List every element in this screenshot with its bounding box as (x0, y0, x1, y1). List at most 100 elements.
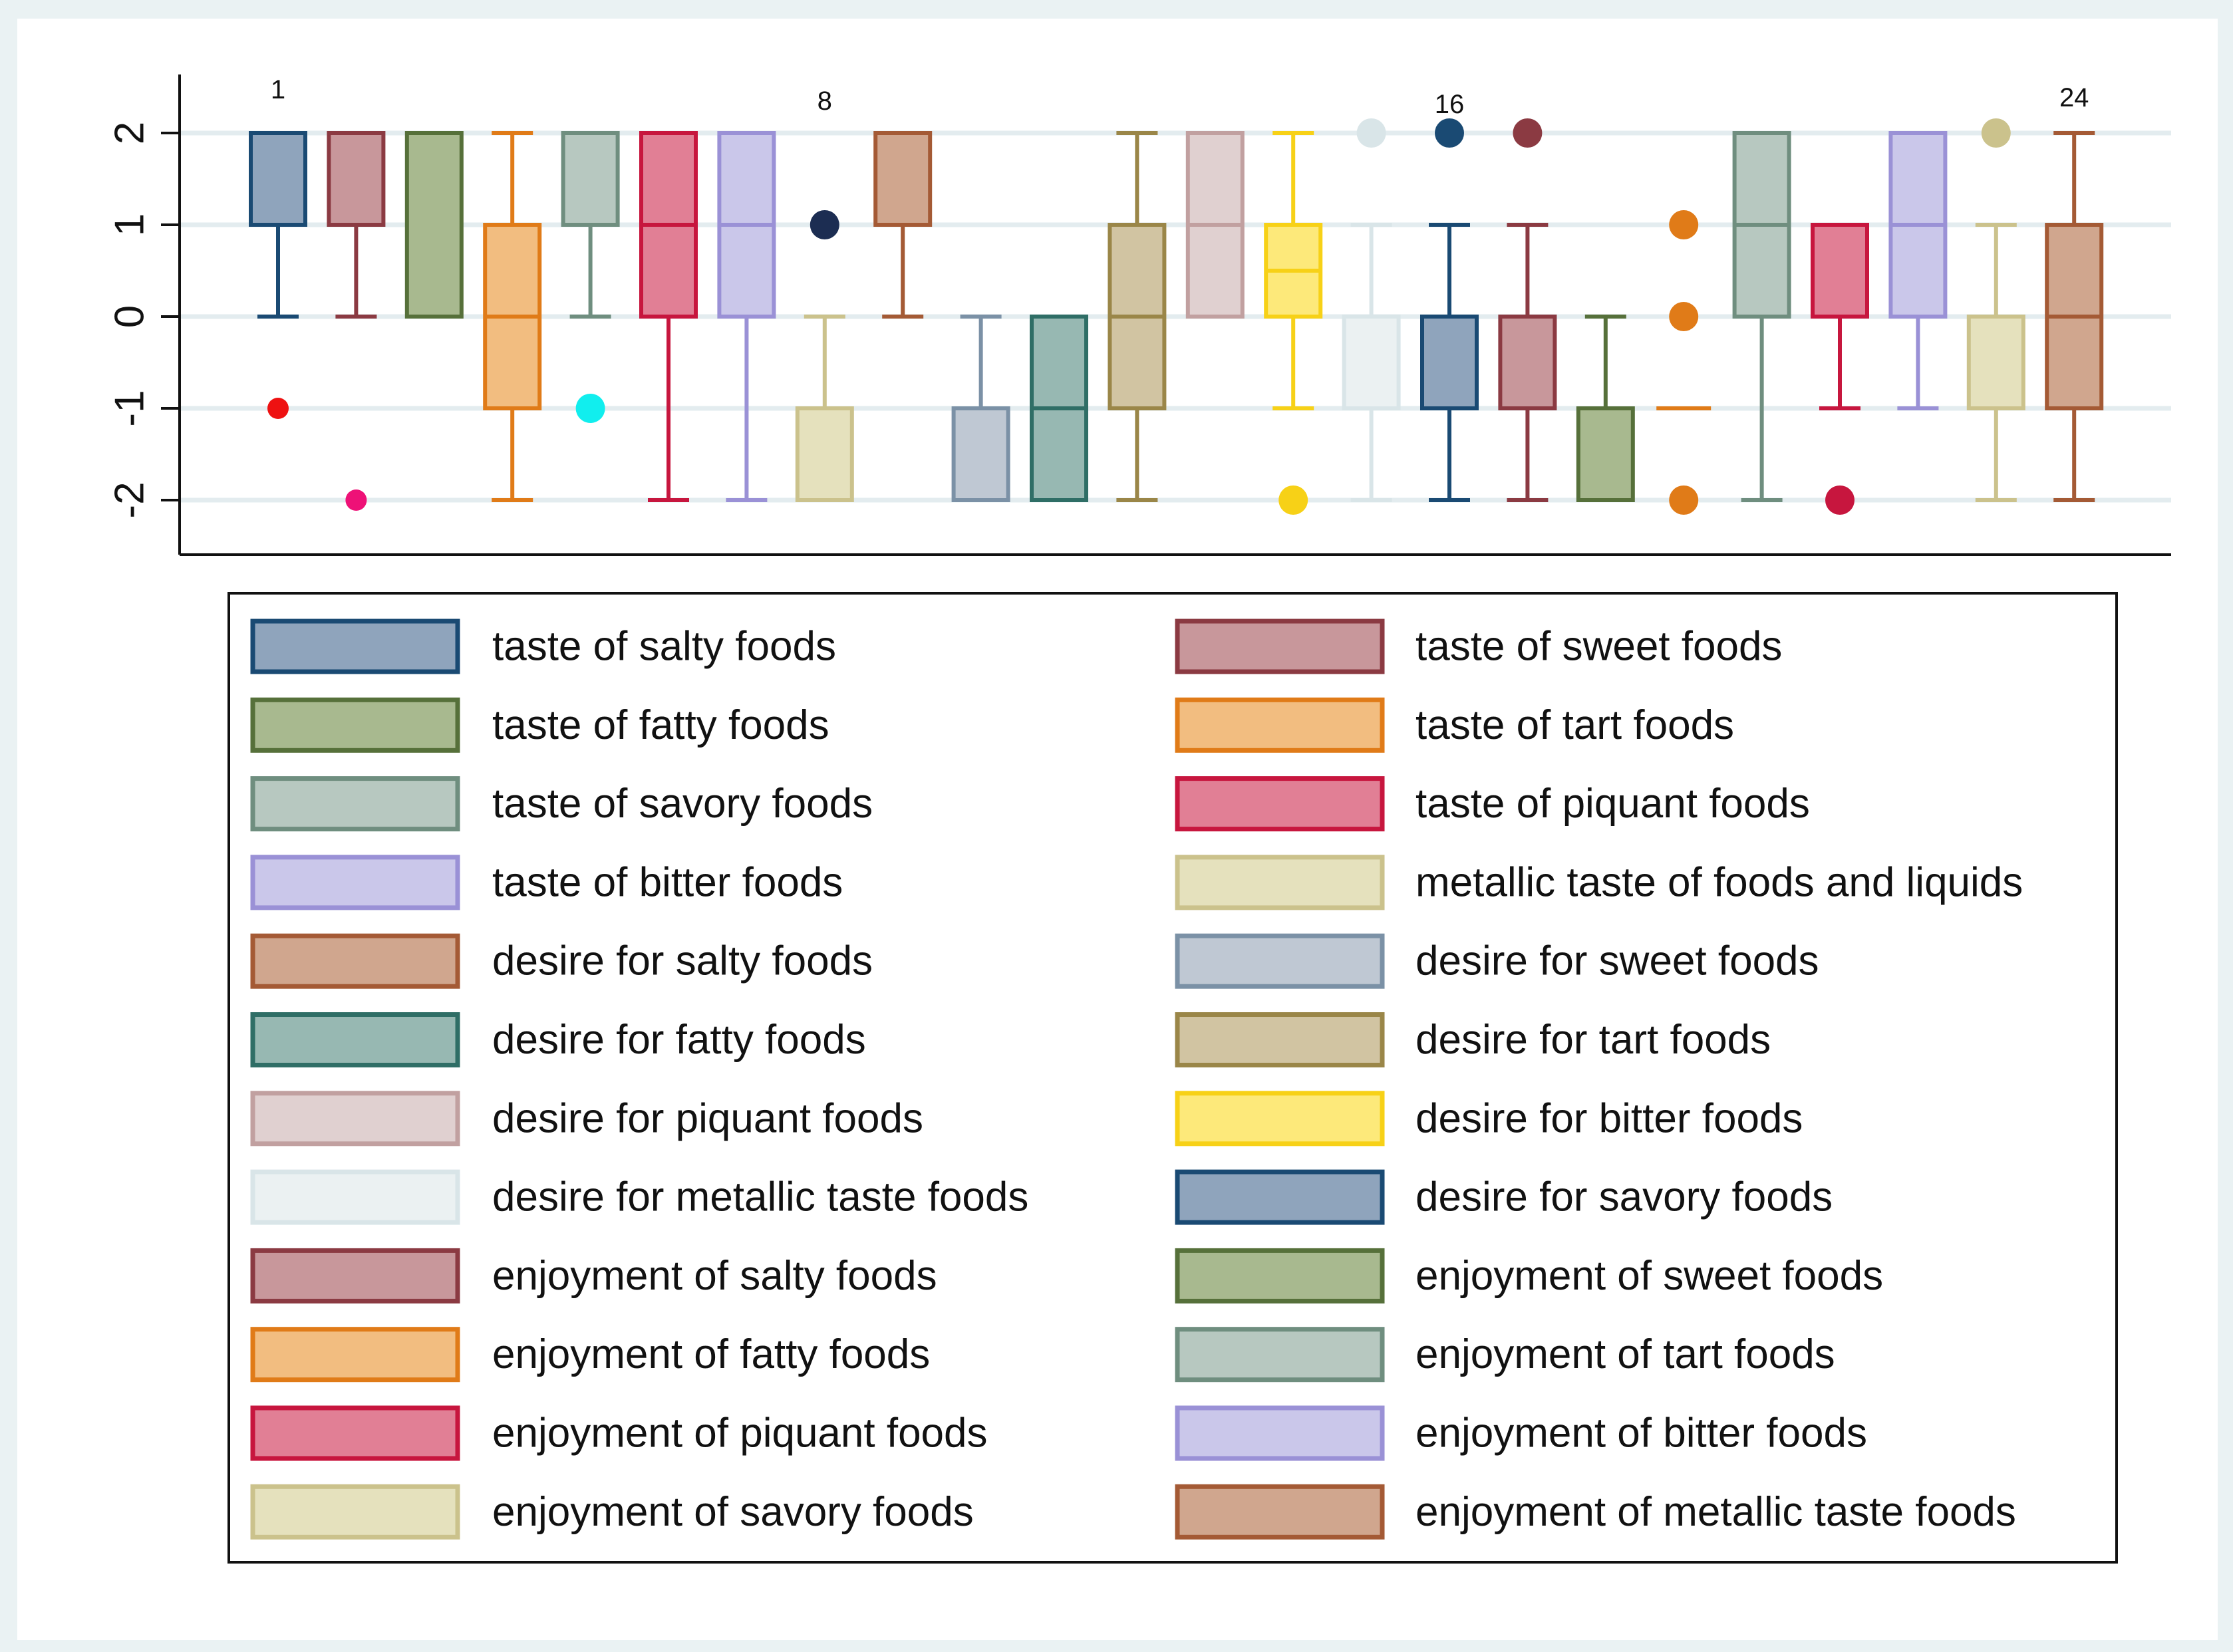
legend-label: taste of sweet foods (1415, 624, 1782, 670)
box-group (795, 210, 854, 502)
outlier-point (267, 398, 289, 419)
legend-swatch (250, 1012, 460, 1067)
y-axis: 2 1 0 -1 -2 (107, 74, 2171, 556)
legend-label: taste of savory foods (492, 781, 873, 827)
legend-label: enjoyment of sweet foods (1415, 1253, 1883, 1299)
legend-swatch (250, 1091, 460, 1147)
legend-label: desire for savory foods (1415, 1174, 1833, 1220)
box (1811, 223, 1869, 319)
legend-swatch (1175, 1405, 1385, 1461)
box (1966, 315, 2025, 410)
legend-swatch (250, 855, 460, 910)
box-group (1732, 131, 1791, 502)
legend-label: enjoyment of savory foods (492, 1489, 974, 1535)
box-group (873, 131, 933, 319)
legend-swatch (1175, 697, 1385, 753)
box-group (1030, 315, 1088, 502)
box-group (951, 315, 1010, 502)
legend: taste of salty foods taste of sweet foods… (227, 592, 2118, 1564)
outlier-point (1278, 485, 1308, 515)
box (795, 406, 854, 502)
legend-swatch (1175, 619, 1385, 674)
box (951, 406, 1010, 502)
legend-swatch (250, 933, 460, 989)
legend-label: desire for metallic taste foods (492, 1174, 1028, 1220)
box-group (1966, 118, 2025, 502)
outlier-point (1669, 302, 1699, 331)
box (561, 131, 620, 227)
box-group (1342, 118, 1401, 502)
legend-label: metallic taste of foods and liquids (1415, 859, 2023, 905)
outlier-point (1435, 118, 1464, 148)
legend-label: enjoyment of salty foods (492, 1253, 937, 1299)
box-group (1576, 315, 1635, 502)
legend-label: desire for piquant foods (492, 1095, 923, 1141)
box-index-label: 24 (2059, 83, 2089, 112)
legend-frame (227, 592, 2118, 1564)
box-group (1656, 210, 1712, 515)
box (404, 131, 464, 319)
y-tick-label: 0 (107, 305, 153, 328)
box-group (327, 131, 386, 511)
box (249, 131, 307, 227)
legend-label: taste of salty foods (492, 624, 836, 670)
box (327, 131, 386, 227)
box-index-label: 8 (818, 86, 832, 116)
legend-swatch (1175, 776, 1385, 832)
box-group (1264, 131, 1323, 515)
outlier-point (575, 394, 605, 423)
y-tick-label: -2 (107, 482, 153, 518)
box-group (561, 131, 620, 423)
box-group (717, 131, 776, 502)
legend-swatch (1175, 1091, 1385, 1147)
y-tick-label: 2 (107, 122, 153, 144)
legend-swatch (250, 1405, 460, 1461)
legend-swatch (1175, 1012, 1385, 1067)
legend-swatch (250, 1169, 460, 1225)
y-tick-label: 1 (107, 213, 153, 236)
legend-label: desire for sweet foods (1415, 938, 1819, 984)
outlier-point (810, 210, 839, 239)
legend-label: desire for bitter foods (1415, 1095, 1803, 1141)
legend-label: taste of bitter foods (492, 859, 843, 905)
legend-swatch (250, 1327, 460, 1383)
box-group (1498, 118, 1557, 502)
y-tick-label: -1 (107, 390, 153, 426)
legend-swatch (1175, 855, 1385, 910)
box-group (1811, 223, 1869, 515)
outlier-point (1981, 118, 2011, 148)
outlier-point (1825, 485, 1855, 515)
box-group (483, 131, 542, 502)
legend-label: enjoyment of metallic taste foods (1415, 1489, 2016, 1535)
box (1576, 406, 1635, 502)
box-index-label: 16 (1435, 90, 1465, 119)
legend-label: enjoyment of fatty foods (492, 1331, 930, 1377)
box (1342, 315, 1401, 410)
legend-label: desire for fatty foods (492, 1017, 866, 1063)
legend-swatch (1175, 1327, 1385, 1383)
legend-swatch (1175, 933, 1385, 989)
outlier-point (1669, 210, 1699, 239)
legend-swatch (1175, 1484, 1385, 1540)
outlier-point (345, 489, 367, 511)
box-index-label: 1 (271, 75, 285, 104)
outlier-point (1669, 485, 1699, 515)
legend-swatch (250, 697, 460, 753)
legend-label: taste of tart foods (1415, 702, 1734, 748)
legend-swatch (250, 619, 460, 674)
legend-label: taste of piquant foods (1415, 781, 1810, 827)
legend-swatch (1175, 1248, 1385, 1304)
box (1498, 315, 1557, 410)
legend-label: enjoyment of bitter foods (1415, 1411, 1867, 1456)
box-group (639, 131, 698, 502)
legend-label: enjoyment of tart foods (1415, 1331, 1835, 1377)
box-group (1185, 131, 1245, 319)
legend-swatch (1175, 1169, 1385, 1225)
box-group (249, 131, 307, 419)
box (1420, 315, 1479, 410)
outlier-point (1513, 118, 1543, 148)
box-group (1420, 118, 1479, 502)
legend-swatch (250, 1248, 460, 1304)
legend-label: desire for tart foods (1415, 1017, 1771, 1063)
